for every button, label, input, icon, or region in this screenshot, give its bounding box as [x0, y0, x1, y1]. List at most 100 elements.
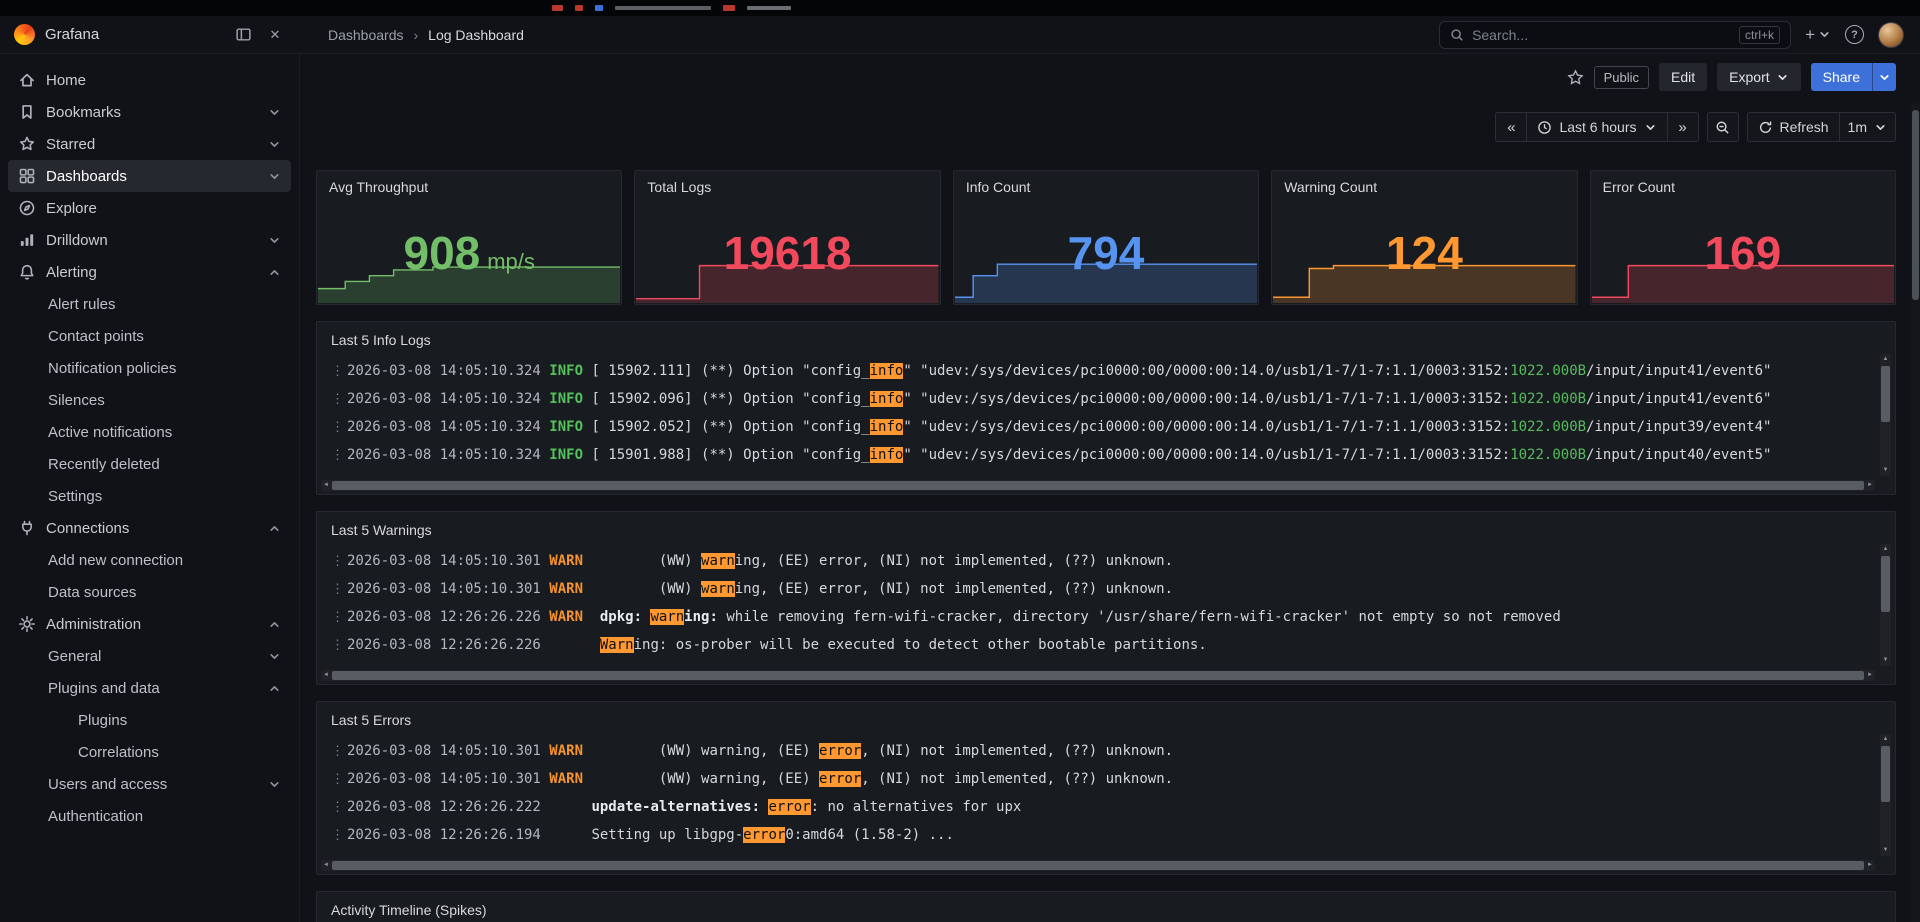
share-button[interactable]: Share [1810, 63, 1872, 91]
sidebar-item-alerting[interactable]: Alerting [8, 256, 291, 288]
kebab-menu-icon[interactable]: ⋮ [331, 581, 344, 597]
share-menu-button[interactable] [1872, 63, 1896, 91]
time-shift-back-button[interactable]: « [1495, 112, 1528, 142]
sidebar-item-explore[interactable]: Explore [8, 192, 291, 224]
log-segment: 2026-03-08 14:05:10.301 [347, 771, 550, 787]
kebab-menu-icon[interactable]: ⋮ [331, 391, 344, 407]
horizontal-scrollbar[interactable]: ◄ ► [321, 670, 1875, 681]
kebab-menu-icon[interactable]: ⋮ [331, 637, 344, 653]
sidebar-item-recently-deleted[interactable]: Recently deleted [8, 448, 291, 480]
help-button[interactable]: ? [1845, 25, 1864, 44]
sidebar-item-active-notifications[interactable]: Active notifications [8, 416, 291, 448]
scrollbar-thumb[interactable] [332, 671, 1864, 680]
sidebar-item-connections[interactable]: Connections [8, 512, 291, 544]
export-button[interactable]: Export [1717, 63, 1801, 91]
close-sidebar-button[interactable]: ✕ [264, 24, 286, 46]
sidebar-item-silences[interactable]: Silences [8, 384, 291, 416]
vertical-scrollbar[interactable]: ▲ ▼ [1880, 354, 1891, 476]
log-line[interactable]: ⋮ 2026-03-08 14:05:10.324 INFO [ 15902.09… [331, 385, 1881, 413]
time-range-picker[interactable]: Last 6 hours [1526, 112, 1668, 142]
avatar[interactable] [1878, 21, 1904, 48]
horizontal-scrollbar[interactable]: ◄ ► [321, 860, 1875, 871]
scroll-down-icon[interactable]: ▼ [1882, 657, 1889, 663]
kebab-menu-icon[interactable]: ⋮ [331, 553, 344, 569]
scroll-down-icon[interactable]: ▼ [1882, 847, 1889, 853]
log-line[interactable]: ⋮ 2026-03-08 14:05:10.324 INFO [ 15902.11… [331, 357, 1881, 385]
refresh-interval-button[interactable]: 1m [1838, 112, 1896, 142]
search-input[interactable] [1472, 26, 1732, 43]
edit-button[interactable]: Edit [1659, 63, 1708, 91]
kebab-menu-icon[interactable]: ⋮ [331, 609, 344, 625]
dock-sidebar-button[interactable] [232, 24, 254, 46]
log-line[interactable]: ⋮ 2026-03-08 12:26:26.222 update-alternat… [331, 793, 1881, 821]
page-scrollbar[interactable] [1911, 102, 1920, 922]
log-line[interactable]: ⋮ 2026-03-08 12:26:26.194 Setting up libg… [331, 821, 1881, 849]
vertical-scrollbar[interactable]: ▲ ▼ [1880, 544, 1891, 666]
scrollbar-thumb[interactable] [332, 861, 1864, 870]
log-segment: error [819, 771, 862, 787]
log-line[interactable]: ⋮ 2026-03-08 14:05:10.324 INFO [ 15902.05… [331, 413, 1881, 441]
sidebar-item-label: Home [46, 71, 87, 89]
scroll-up-icon[interactable]: ▲ [1882, 736, 1889, 742]
vertical-scrollbar[interactable]: ▲ ▼ [1880, 734, 1891, 856]
grafana-logo-icon[interactable] [14, 24, 35, 45]
scroll-left-icon[interactable]: ◄ [323, 482, 329, 488]
time-shift-forward-button[interactable]: » [1666, 112, 1699, 142]
sidebar-item-dashboards[interactable]: Dashboards [8, 160, 291, 192]
sidebar-item-drilldown[interactable]: Drilldown [8, 224, 291, 256]
sidebar-item-notification-policies[interactable]: Notification policies [8, 352, 291, 384]
scroll-up-icon[interactable]: ▲ [1882, 546, 1889, 552]
sidebar-item-administration[interactable]: Administration [8, 608, 291, 640]
sidebar-item-starred[interactable]: Starred [8, 128, 291, 160]
kebab-menu-icon[interactable]: ⋮ [331, 419, 344, 435]
scrollbar-thumb[interactable] [332, 481, 1864, 490]
sidebar-item-alert-rules[interactable]: Alert rules [8, 288, 291, 320]
horizontal-scrollbar[interactable]: ◄ ► [321, 480, 1875, 491]
sidebar-item-general[interactable]: General [8, 640, 291, 672]
log-line[interactable]: ⋮2026-03-08 14:05:10.301 WARN (WW) warni… [331, 737, 1881, 765]
scroll-left-icon[interactable]: ◄ [323, 672, 329, 678]
log-segment: dpkg: [599, 609, 651, 625]
sidebar-item-contact-points[interactable]: Contact points [8, 320, 291, 352]
sidebar-item-users-and-access[interactable]: Users and access [8, 768, 291, 800]
breadcrumb-dashboards[interactable]: Dashboards [328, 26, 404, 43]
sidebar-item-settings[interactable]: Settings [8, 480, 291, 512]
kebab-menu-icon[interactable]: ⋮ [331, 363, 344, 379]
log-segment: [ 15901.988] (**) Option "config_ [583, 447, 870, 463]
kebab-menu-icon[interactable]: ⋮ [331, 743, 344, 759]
scrollbar-thumb[interactable] [1912, 110, 1919, 300]
log-segment: 2026-03-08 14:05:10.324 [347, 391, 550, 407]
scrollbar-thumb[interactable] [1881, 366, 1890, 422]
refresh-button[interactable]: Refresh [1746, 112, 1840, 142]
log-line[interactable]: ⋮ 2026-03-08 12:26:26.226 WARN dpkg: warn… [331, 603, 1881, 631]
sidebar-item-bookmarks[interactable]: Bookmarks [8, 96, 291, 128]
scroll-right-icon[interactable]: ► [1867, 482, 1873, 488]
star-dashboard-button[interactable] [1567, 68, 1584, 86]
kebab-menu-icon[interactable]: ⋮ [331, 799, 344, 815]
sidebar-item-data-sources[interactable]: Data sources [8, 576, 291, 608]
log-line[interactable]: ⋮2026-03-08 14:05:10.301 WARN (WW) warni… [331, 765, 1881, 793]
log-line[interactable]: ⋮ 2026-03-08 12:26:26.226 Warn ing: os-pro… [331, 631, 1881, 659]
log-line[interactable]: ⋮ 2026-03-08 14:05:10.324 INFO [ 15901.98… [331, 441, 1881, 469]
sidebar-item-authentication[interactable]: Authentication [8, 800, 291, 832]
sidebar-item-add-new-connection[interactable]: Add new connection [8, 544, 291, 576]
scrollbar-thumb[interactable] [1881, 746, 1890, 802]
search-input-wrapper[interactable]: ctrl+k [1439, 20, 1792, 49]
sidebar-item-plugins-and-data[interactable]: Plugins and data [8, 672, 291, 704]
zoom-out-button[interactable] [1706, 112, 1739, 142]
kebab-menu-icon[interactable]: ⋮ [331, 447, 344, 463]
scroll-up-icon[interactable]: ▲ [1882, 356, 1889, 362]
scroll-left-icon[interactable]: ◄ [323, 862, 329, 868]
sidebar-item-correlations[interactable]: Correlations [8, 736, 291, 768]
sidebar-item-home[interactable]: Home [8, 64, 291, 96]
add-button[interactable]: + [1805, 26, 1831, 43]
scrollbar-thumb[interactable] [1881, 556, 1890, 612]
kebab-menu-icon[interactable]: ⋮ [331, 771, 344, 787]
sidebar-item-plugins[interactable]: Plugins [8, 704, 291, 736]
kebab-menu-icon[interactable]: ⋮ [331, 827, 344, 843]
scroll-right-icon[interactable]: ► [1867, 862, 1873, 868]
scroll-right-icon[interactable]: ► [1867, 672, 1873, 678]
scroll-down-icon[interactable]: ▼ [1882, 467, 1889, 473]
